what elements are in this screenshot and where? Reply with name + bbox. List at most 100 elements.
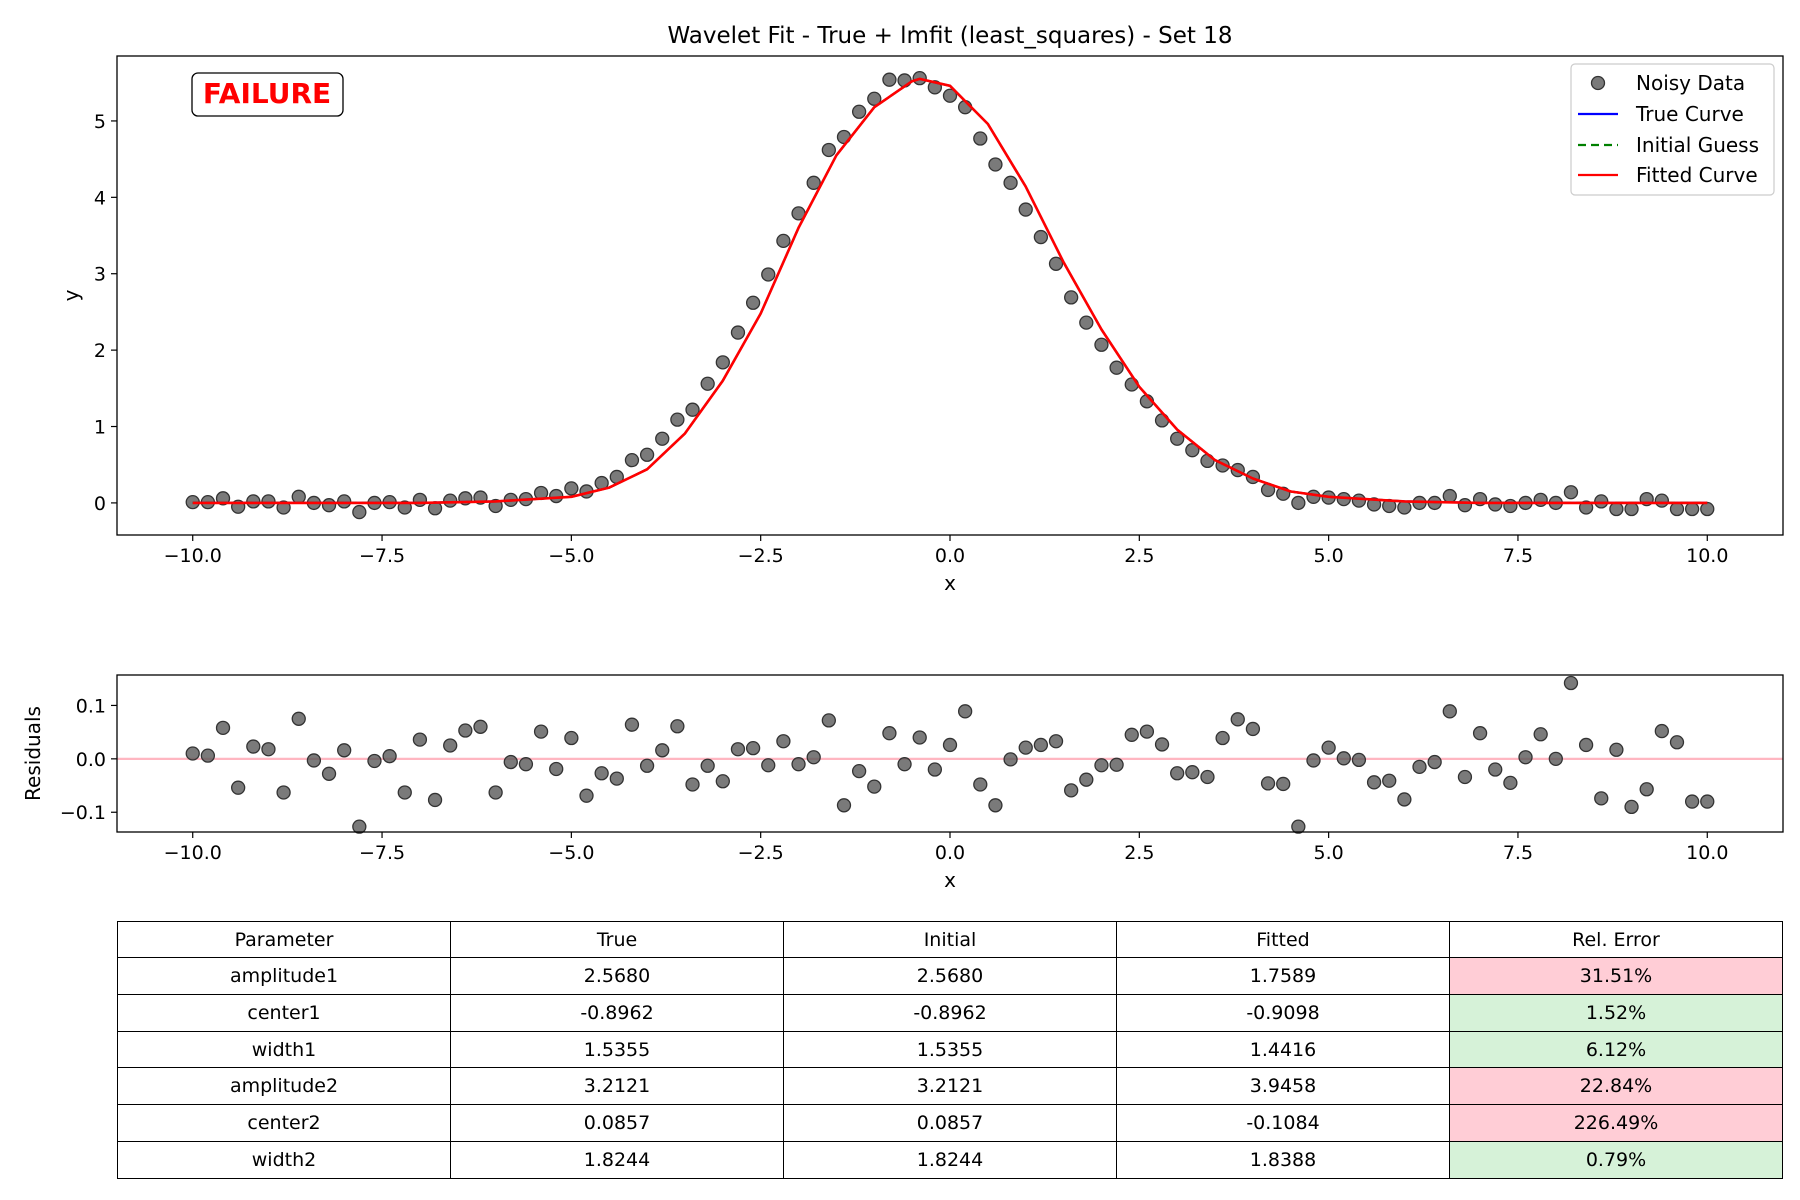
- y-tick-label: −0.1: [60, 802, 106, 824]
- noisy-data-point: [443, 493, 458, 508]
- noisy-data-point: [730, 325, 746, 340]
- cell-fitted: -0.1084: [1116, 1104, 1450, 1143]
- cell-fitted: 3.9458: [1116, 1067, 1450, 1106]
- residual-point: [912, 730, 927, 745]
- residual-point: [1200, 769, 1215, 785]
- noisy-data-point: [412, 492, 428, 508]
- noisy-data-points: [185, 71, 1715, 520]
- cell-parameter: center2: [117, 1104, 451, 1143]
- noisy-data-point: [1064, 290, 1079, 305]
- residual-point: [897, 757, 912, 772]
- cell-initial: 1.8244: [783, 1141, 1117, 1179]
- residual-point: [1518, 750, 1533, 765]
- table-row: width2 1.8244 1.8244 1.8388 0.79%: [117, 1141, 1783, 1179]
- residual-point: [973, 777, 988, 792]
- residual-point: [352, 819, 367, 834]
- residual-point: [700, 758, 715, 773]
- header-parameter: Parameter: [117, 921, 451, 958]
- noisy-data-point: [973, 131, 988, 146]
- residual-point: [776, 734, 791, 749]
- cell-initial: 0.0857: [783, 1104, 1117, 1143]
- residuals-plot: −10.0 −7.5 −5.0 −2.5 0.0 2.5 5.0 7.5 10.0 −0.1 0.0…: [21, 674, 1784, 892]
- residual-point: [579, 788, 594, 803]
- noisy-data-point: [1457, 498, 1473, 513]
- legend-label: Fitted Curve: [1636, 163, 1758, 187]
- table-row: width1 1.5355 1.5355 1.4416 6.12%: [117, 1030, 1783, 1069]
- cell-true: -0.8962: [450, 993, 784, 1032]
- residual-point: [564, 730, 579, 746]
- residual-point: [261, 742, 276, 757]
- residual-point: [761, 758, 776, 773]
- residual-point: [745, 741, 761, 756]
- noisy-data-point: [1306, 489, 1321, 504]
- header-rel-error: Rel. Error: [1449, 921, 1783, 958]
- residual-point: [185, 746, 200, 761]
- noisy-data-point: [942, 88, 958, 103]
- noisy-data-point: [761, 267, 776, 282]
- y-tick-label: 3: [94, 264, 106, 286]
- residual-point: [306, 753, 322, 768]
- noisy-data-point: [867, 91, 882, 106]
- x-tick-label: −10.0: [164, 842, 222, 864]
- noisy-data-point: [715, 355, 730, 370]
- x-tick-label: −2.5: [738, 842, 784, 864]
- main-plot-frame: [116, 55, 1784, 536]
- x-tick-label: 0.0: [935, 842, 965, 864]
- residual-point: [1276, 776, 1291, 792]
- cell-true: 1.8244: [450, 1141, 784, 1179]
- residual-point: [1503, 775, 1518, 791]
- residual-point: [715, 774, 730, 789]
- residual-point: [321, 766, 337, 781]
- residual-point: [1154, 737, 1170, 752]
- residual-point: [1684, 794, 1700, 809]
- residual-point: [1548, 751, 1563, 766]
- y-tick-label: 1: [94, 417, 106, 439]
- residual-point: [1048, 734, 1064, 749]
- cell-rel-error: 226.49%: [1449, 1104, 1783, 1143]
- x-tick-label: 7.5: [1503, 842, 1533, 864]
- residual-point: [367, 753, 382, 769]
- residual-point: [1230, 712, 1245, 727]
- x-tick-label: −5.0: [548, 842, 594, 864]
- cell-fitted: 1.8388: [1116, 1141, 1450, 1179]
- y-tick-label: 2: [94, 340, 106, 362]
- residual-point: [882, 726, 897, 741]
- cell-parameter: amplitude1: [117, 957, 451, 995]
- residual-point: [337, 743, 352, 758]
- cell-initial: 1.5355: [783, 1030, 1117, 1069]
- noisy-data-point: [564, 481, 579, 496]
- residual-point: [1079, 772, 1094, 787]
- residual-point: [533, 724, 549, 739]
- cell-parameter: width1: [117, 1030, 451, 1069]
- residual-point: [1427, 754, 1442, 770]
- residual-points: [185, 675, 1715, 834]
- residual-point: [1594, 791, 1609, 806]
- noisy-data-point: [988, 157, 1003, 172]
- x-axis-label: x: [944, 571, 956, 595]
- residual-point: [1654, 723, 1669, 739]
- cell-rel-error: 1.52%: [1449, 993, 1783, 1032]
- table-row: center2 0.0857 0.0857 -0.1084 226.49%: [117, 1104, 1783, 1143]
- noisy-data-point: [1170, 431, 1185, 446]
- residual-point: [821, 713, 836, 728]
- residual-point: [1382, 773, 1397, 788]
- residual-point: [1669, 735, 1685, 750]
- header-true: True: [450, 921, 784, 958]
- noisy-data-point: [1048, 256, 1064, 271]
- residual-point: [291, 711, 306, 726]
- residual-point: [1351, 752, 1367, 768]
- residual-point: [1457, 769, 1473, 785]
- residual-point: [382, 749, 397, 764]
- residual-point: [670, 719, 685, 734]
- cell-rel-error: 6.12%: [1449, 1030, 1783, 1069]
- noisy-data-point: [851, 104, 867, 119]
- noisy-data-point: [655, 431, 670, 446]
- residual-point: [730, 742, 746, 757]
- residual-point: [927, 762, 943, 777]
- noisy-data-point: [1442, 488, 1457, 504]
- residual-point: [655, 743, 670, 758]
- legend-item: Noisy Data: [1590, 71, 1745, 95]
- cell-true: 3.2121: [450, 1067, 784, 1106]
- residual-point: [1003, 752, 1018, 767]
- cell-true: 1.5355: [450, 1030, 784, 1069]
